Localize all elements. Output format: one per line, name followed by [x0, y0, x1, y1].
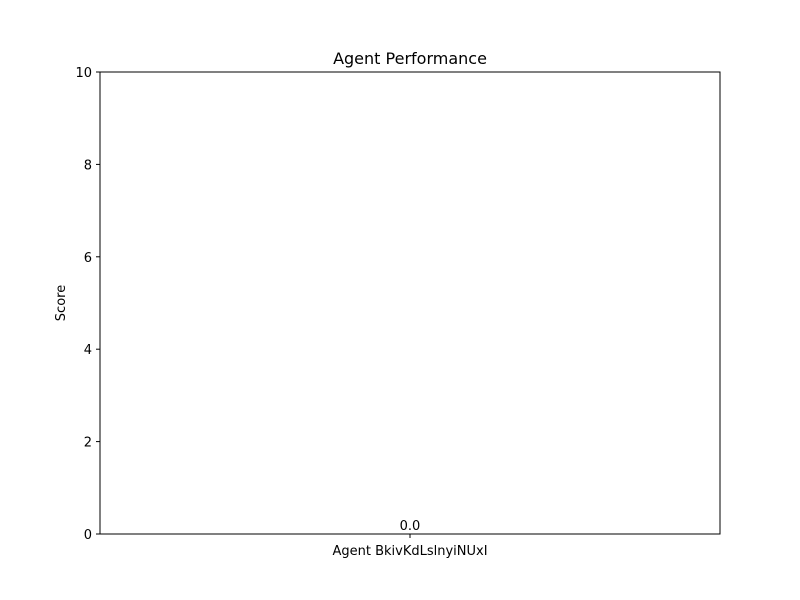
y-tick-label: 10: [75, 66, 92, 81]
marks-layer: 0.0: [400, 519, 421, 534]
x-ticks: Agent BkivKdLslnyiNUxI: [332, 534, 488, 559]
chart-title: Agent Performance: [333, 49, 487, 68]
y-tick-label: 2: [84, 436, 92, 451]
y-ticks: 0 2 4 6 8 10: [75, 66, 100, 543]
y-tick-label: 8: [84, 158, 92, 173]
y-axis-label: Score: [54, 285, 69, 321]
plot-frame: [99, 71, 721, 535]
bar-value-label: 0.0: [400, 519, 421, 534]
y-tick-label: 6: [84, 251, 92, 266]
y-tick-label: 0: [84, 528, 92, 543]
y-tick-label: 4: [84, 343, 92, 358]
x-tick-label: Agent BkivKdLslnyiNUxI: [332, 544, 487, 559]
